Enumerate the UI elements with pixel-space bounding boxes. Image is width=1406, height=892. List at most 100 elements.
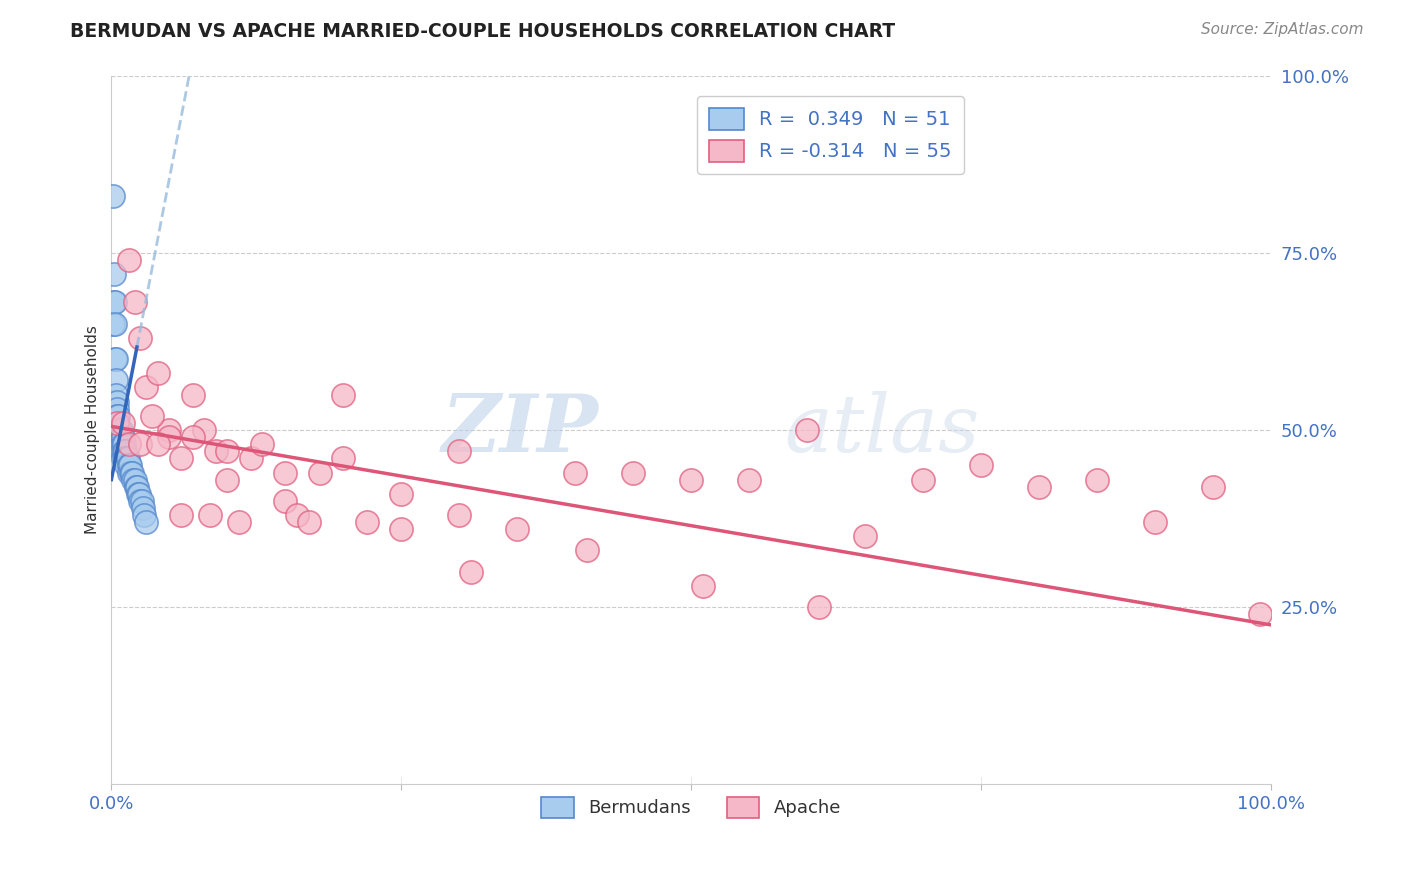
Point — [170, 451, 193, 466]
Point — [108, 423, 131, 437]
Point — [105, 394, 128, 409]
Point — [217, 473, 239, 487]
Point — [170, 508, 193, 522]
Point — [332, 387, 354, 401]
Point — [111, 451, 134, 466]
Point — [575, 543, 598, 558]
Point — [101, 189, 124, 203]
Point — [198, 508, 221, 522]
Point — [104, 352, 127, 367]
Point — [132, 508, 155, 522]
Point — [105, 373, 128, 387]
Point — [115, 458, 138, 473]
Point — [193, 423, 215, 437]
Point — [228, 515, 250, 529]
Point — [108, 437, 131, 451]
Point — [120, 466, 142, 480]
Point — [112, 444, 135, 458]
Point — [125, 480, 148, 494]
Point — [103, 295, 125, 310]
Point — [111, 416, 134, 430]
Point — [1085, 473, 1108, 487]
Point — [204, 444, 226, 458]
Point — [681, 473, 703, 487]
Point — [564, 466, 586, 480]
Point — [297, 515, 319, 529]
Point — [122, 473, 145, 487]
Point — [738, 473, 761, 487]
Text: Source: ZipAtlas.com: Source: ZipAtlas.com — [1201, 22, 1364, 37]
Point — [970, 458, 993, 473]
Text: BERMUDAN VS APACHE MARRIED-COUPLE HOUSEHOLDS CORRELATION CHART: BERMUDAN VS APACHE MARRIED-COUPLE HOUSEH… — [70, 22, 896, 41]
Point — [1249, 607, 1271, 622]
Point — [796, 423, 818, 437]
Point — [118, 458, 141, 473]
Text: atlas: atlas — [785, 392, 980, 468]
Point — [105, 416, 128, 430]
Point — [117, 451, 139, 466]
Point — [332, 451, 354, 466]
Point — [460, 565, 482, 579]
Point — [114, 451, 136, 466]
Point — [309, 466, 332, 480]
Point — [621, 466, 644, 480]
Point — [105, 423, 128, 437]
Point — [124, 473, 146, 487]
Point — [121, 466, 143, 480]
Point — [108, 430, 131, 444]
Point — [132, 500, 155, 515]
Point — [101, 317, 124, 331]
Point — [389, 522, 412, 536]
Point — [107, 423, 129, 437]
Point — [853, 529, 876, 543]
Legend: Bermudans, Apache: Bermudans, Apache — [534, 789, 848, 825]
Point — [389, 487, 412, 501]
Point — [118, 458, 141, 473]
Point — [114, 444, 136, 458]
Point — [146, 437, 169, 451]
Point — [105, 387, 128, 401]
Point — [157, 430, 180, 444]
Point — [111, 430, 134, 444]
Point — [103, 267, 125, 281]
Point — [111, 437, 134, 451]
Point — [105, 352, 128, 367]
Point — [135, 515, 157, 529]
Point — [146, 366, 169, 380]
Point — [217, 444, 239, 458]
Point — [129, 494, 152, 508]
Point — [110, 437, 132, 451]
Point — [131, 494, 153, 508]
Point — [356, 515, 378, 529]
Point — [912, 473, 935, 487]
Point — [1028, 480, 1050, 494]
Point — [112, 437, 135, 451]
Point — [250, 437, 273, 451]
Point — [111, 430, 134, 444]
Point — [449, 444, 471, 458]
Point — [141, 409, 163, 423]
Point — [285, 508, 308, 522]
Point — [135, 380, 157, 394]
Point — [692, 579, 714, 593]
Point — [1144, 515, 1167, 529]
Point — [125, 480, 148, 494]
Point — [129, 437, 152, 451]
Point — [181, 387, 204, 401]
Point — [104, 317, 127, 331]
Point — [118, 252, 141, 267]
Point — [118, 466, 141, 480]
Point — [807, 600, 830, 615]
Point — [274, 466, 297, 480]
Point — [124, 295, 146, 310]
Point — [111, 444, 134, 458]
Point — [129, 331, 152, 345]
Point — [157, 423, 180, 437]
Point — [181, 430, 204, 444]
Y-axis label: Married-couple Households: Married-couple Households — [86, 326, 100, 534]
Point — [107, 409, 129, 423]
Point — [118, 437, 141, 451]
Point — [274, 494, 297, 508]
Text: ZIP: ZIP — [441, 392, 599, 468]
Point — [104, 295, 127, 310]
